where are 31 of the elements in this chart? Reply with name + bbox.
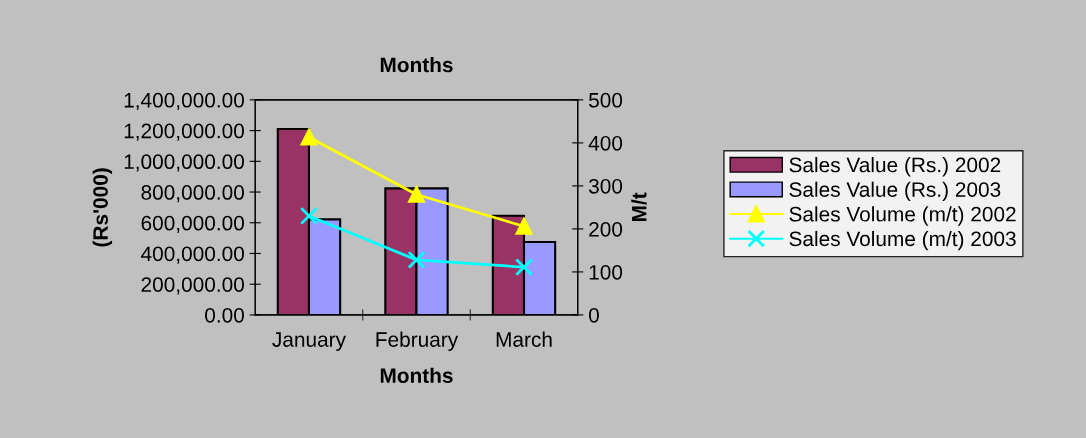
x-tick-label: February — [376, 331, 459, 352]
y-tick-label: 0.00 — [205, 307, 244, 323]
y2-tick-label: 0 — [588, 307, 599, 323]
y2-tick-label: 500 — [589, 92, 623, 108]
y-tick-label: 1,400,000.00 — [124, 92, 244, 111]
point — [407, 250, 426, 269]
y2-tick-label: 300 — [588, 178, 623, 194]
y-tick-label: 200,000.00 — [141, 277, 244, 295]
point — [299, 206, 318, 226]
point — [515, 217, 533, 235]
legend-label: Sales Value (Rs.) 2003 — [789, 181, 1001, 202]
y-tick-label: 800,000.00 — [141, 185, 244, 203]
y-tick-label: 400,000.00 — [141, 246, 244, 264]
legend-label: Sales Volume (m/t) 2002 — [789, 206, 1016, 226]
point — [300, 128, 318, 146]
y-axis-title: (Rs'000) — [92, 168, 113, 247]
y2-tick-label: 200 — [589, 221, 623, 237]
point — [514, 258, 534, 277]
legend-label: Sales Value (Rs.) 2002 — [789, 157, 1001, 177]
y-tick-label: 1,200,000.00 — [124, 123, 244, 141]
x-axis-title: Months — [380, 367, 453, 383]
y2-tick-label: 400 — [588, 135, 623, 151]
legend-label: Sales Volume (m/t) 2003 — [789, 230, 1016, 251]
y-tick-label: 600,000.00 — [141, 215, 244, 233]
y2-axis-title: M/t — [631, 192, 647, 222]
point — [408, 186, 425, 203]
y-tick-label: 1,000,000.00 — [124, 154, 244, 172]
x-tick-label: January — [272, 332, 346, 352]
chart-title: Months — [380, 56, 453, 73]
x-tick-label: March — [496, 331, 552, 347]
y2-tick-label: 100 — [589, 264, 623, 280]
